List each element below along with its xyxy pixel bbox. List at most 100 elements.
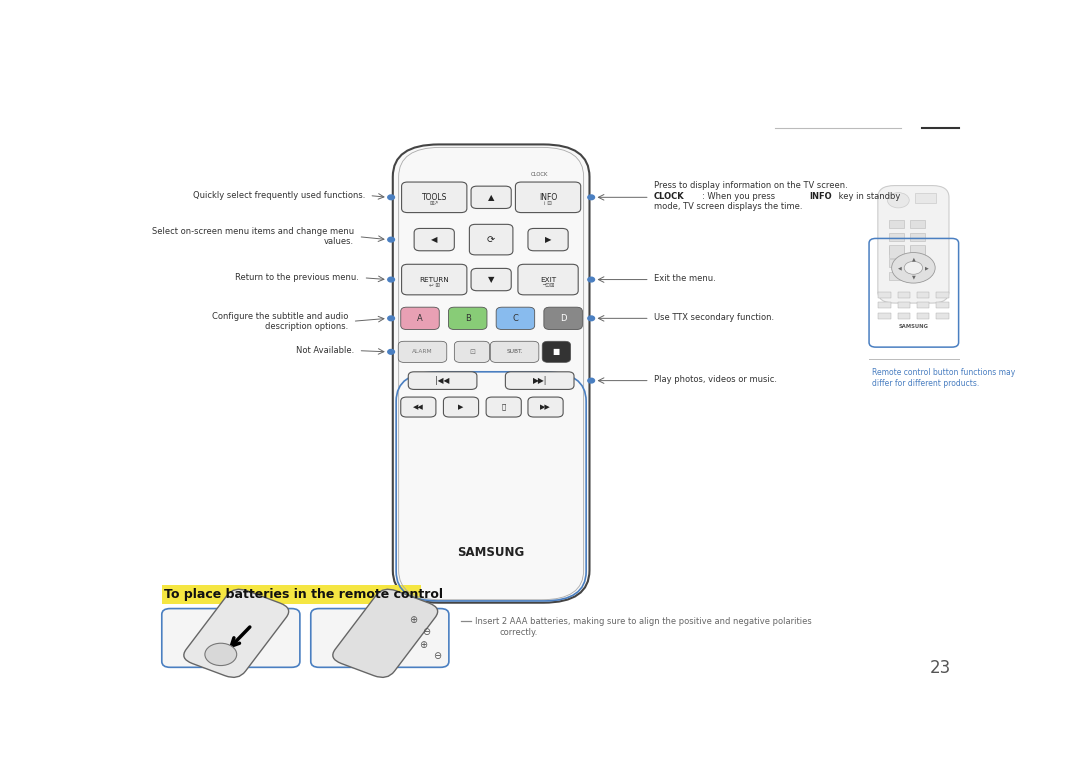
FancyBboxPatch shape [401, 397, 436, 417]
Text: TOOLS: TOOLS [421, 193, 447, 201]
FancyBboxPatch shape [528, 397, 563, 417]
Bar [889, 233, 904, 241]
FancyBboxPatch shape [455, 341, 489, 362]
Text: ⊖: ⊖ [422, 627, 430, 637]
Circle shape [388, 316, 394, 320]
Text: Press to display information on the TV screen.: Press to display information on the TV s… [653, 181, 848, 190]
Circle shape [588, 277, 594, 282]
Bar [910, 233, 926, 241]
FancyBboxPatch shape [311, 609, 449, 668]
Text: |◀◀: |◀◀ [435, 376, 449, 385]
Text: To place batteries in the remote control: To place batteries in the remote control [164, 588, 443, 601]
Circle shape [388, 195, 394, 200]
Text: ▶: ▶ [544, 235, 551, 244]
FancyBboxPatch shape [162, 609, 300, 668]
FancyBboxPatch shape [401, 307, 440, 330]
Bar [889, 272, 904, 279]
Text: ▶: ▶ [924, 266, 929, 270]
FancyBboxPatch shape [162, 585, 421, 604]
Bar [936, 302, 948, 308]
Bar [936, 292, 948, 298]
Bar [910, 259, 926, 266]
Text: ▼: ▼ [912, 275, 915, 280]
Text: ▲: ▲ [912, 256, 915, 261]
Text: ◀: ◀ [899, 266, 902, 270]
Circle shape [888, 192, 909, 208]
Text: ↩ ⊞: ↩ ⊞ [429, 283, 440, 288]
Bar [897, 302, 910, 308]
FancyBboxPatch shape [399, 341, 447, 362]
Text: differ for different products.: differ for different products. [872, 379, 978, 388]
Text: EXIT: EXIT [540, 276, 556, 282]
Text: 23: 23 [930, 659, 950, 678]
Text: C: C [513, 314, 518, 323]
FancyBboxPatch shape [471, 269, 511, 291]
Bar [917, 313, 929, 319]
FancyBboxPatch shape [448, 307, 487, 330]
Text: Insert 2 AAA batteries, making sure to align the positive and negative polaritie: Insert 2 AAA batteries, making sure to a… [475, 617, 811, 626]
Text: Use TTX secondary function.: Use TTX secondary function. [653, 313, 774, 322]
FancyBboxPatch shape [470, 224, 513, 255]
Text: ▶: ▶ [458, 404, 463, 410]
Text: ALARM: ALARM [413, 349, 433, 354]
Text: ⊡: ⊡ [469, 349, 475, 355]
FancyBboxPatch shape [408, 372, 477, 389]
Bar [936, 313, 948, 319]
Text: B: B [464, 314, 471, 323]
Bar [878, 292, 891, 298]
FancyBboxPatch shape [518, 264, 578, 295]
Text: ⊕: ⊕ [409, 615, 417, 626]
Bar [878, 302, 891, 308]
Text: D: D [559, 314, 566, 323]
FancyBboxPatch shape [542, 341, 570, 362]
Circle shape [388, 349, 394, 354]
FancyBboxPatch shape [333, 589, 437, 678]
Text: correctly.: correctly. [500, 628, 538, 636]
Text: : When you press: : When you press [702, 192, 779, 201]
Text: ▶▶: ▶▶ [540, 404, 551, 410]
Text: CLOCK: CLOCK [653, 192, 685, 201]
Circle shape [892, 253, 935, 283]
FancyBboxPatch shape [496, 307, 535, 330]
Text: Remote control button functions may: Remote control button functions may [872, 368, 1015, 377]
Text: ⊕: ⊕ [419, 640, 428, 650]
Circle shape [388, 237, 394, 242]
Bar [915, 192, 936, 203]
FancyBboxPatch shape [878, 185, 949, 303]
FancyBboxPatch shape [528, 228, 568, 251]
FancyBboxPatch shape [490, 341, 539, 362]
Bar [889, 245, 904, 258]
Bar [910, 245, 926, 258]
Text: ⏸: ⏸ [501, 404, 505, 410]
Text: SAMSUNG: SAMSUNG [458, 546, 525, 559]
Bar [897, 313, 910, 319]
FancyBboxPatch shape [444, 397, 478, 417]
FancyBboxPatch shape [414, 228, 455, 251]
Text: Select on-screen menu items and change menu
values.: Select on-screen menu items and change m… [152, 227, 354, 246]
Bar [917, 302, 929, 308]
Bar [889, 221, 904, 228]
Bar [910, 272, 926, 279]
Text: ─⊡⊞: ─⊡⊞ [542, 283, 554, 288]
Circle shape [904, 262, 922, 274]
Text: ▼: ▼ [488, 275, 495, 284]
FancyBboxPatch shape [184, 589, 288, 678]
Text: A: A [417, 314, 423, 323]
FancyBboxPatch shape [486, 397, 522, 417]
FancyBboxPatch shape [402, 264, 467, 295]
Text: Not Available.: Not Available. [296, 346, 354, 355]
Text: SAMSUNG: SAMSUNG [899, 324, 929, 329]
Circle shape [205, 643, 237, 665]
Circle shape [588, 316, 594, 320]
Text: INFO: INFO [809, 192, 832, 201]
Text: ◀◀: ◀◀ [413, 404, 423, 410]
Text: Configure the subtitle and audio
description options.: Configure the subtitle and audio descrip… [212, 311, 349, 331]
FancyBboxPatch shape [505, 372, 573, 389]
FancyBboxPatch shape [393, 144, 590, 603]
Text: SUBT.: SUBT. [507, 349, 523, 354]
Circle shape [388, 277, 394, 282]
Text: Exit the menu.: Exit the menu. [653, 274, 716, 283]
Text: ⊖: ⊖ [433, 651, 441, 661]
Text: Return to the previous menu.: Return to the previous menu. [235, 273, 360, 282]
Circle shape [588, 378, 594, 383]
